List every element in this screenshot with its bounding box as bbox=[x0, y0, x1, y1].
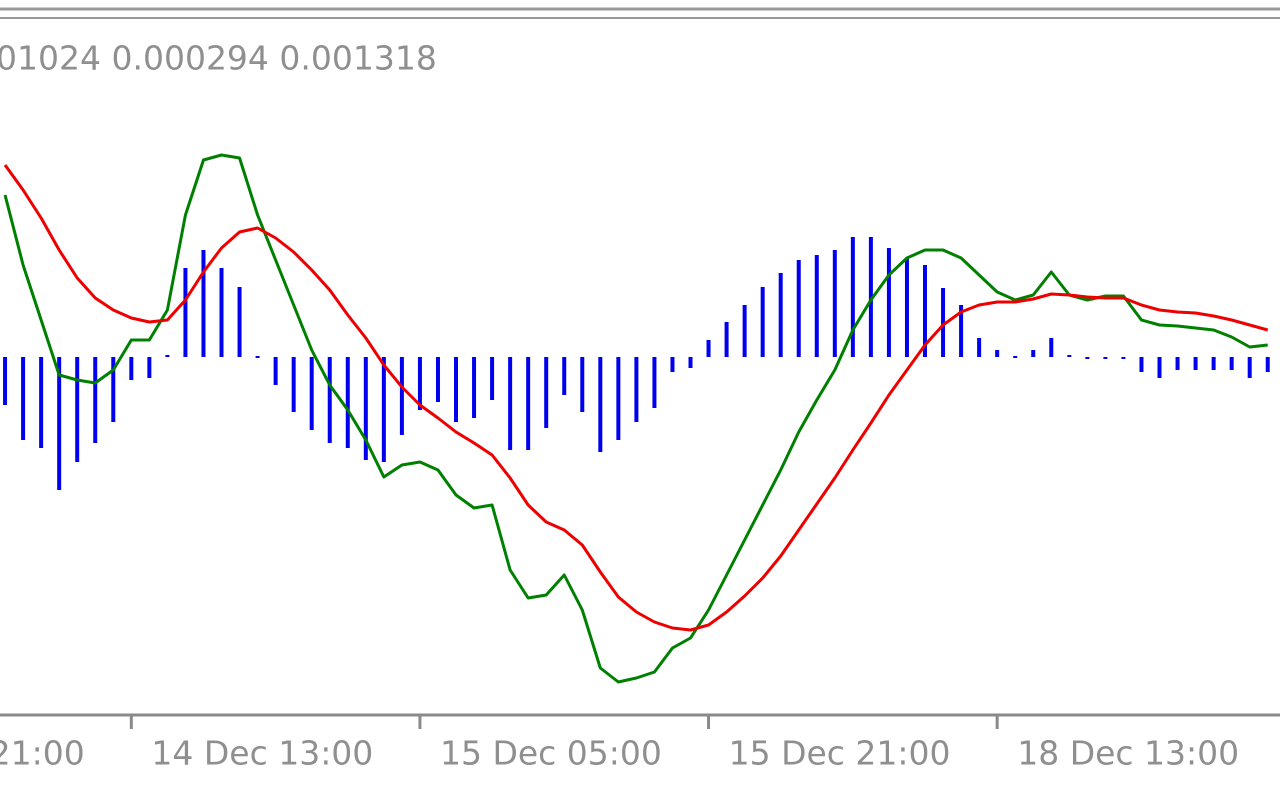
histogram-bar bbox=[1049, 338, 1054, 357]
histogram-bar bbox=[706, 340, 711, 357]
histogram-bar bbox=[1121, 357, 1126, 359]
histogram-bar bbox=[57, 357, 62, 490]
histogram-bar bbox=[363, 357, 368, 460]
histogram-bar bbox=[1229, 357, 1234, 370]
histogram-bar bbox=[435, 357, 440, 402]
histogram-bar bbox=[1193, 357, 1198, 370]
histogram-bar bbox=[959, 305, 964, 357]
histogram-bar bbox=[886, 248, 891, 357]
histogram-bar bbox=[652, 357, 657, 408]
histogram-bar bbox=[1265, 357, 1270, 372]
histogram-bar bbox=[75, 357, 80, 462]
histogram-bar bbox=[1175, 357, 1180, 370]
histogram-bar bbox=[760, 287, 765, 357]
histogram-bar bbox=[616, 357, 621, 440]
histogram-bar bbox=[1013, 356, 1018, 358]
x-tick-label: 15 Dec 05:00 bbox=[440, 734, 662, 773]
histogram-bar bbox=[796, 260, 801, 357]
histogram-bar bbox=[724, 322, 729, 357]
histogram-bar bbox=[598, 357, 603, 452]
histogram-bar bbox=[977, 338, 982, 357]
histogram-bar bbox=[544, 357, 549, 428]
x-tick-label: 21:00 bbox=[0, 734, 85, 773]
histogram-bar bbox=[237, 287, 242, 357]
histogram-bar bbox=[832, 250, 837, 357]
histogram-bar bbox=[580, 357, 585, 412]
histogram-bar bbox=[381, 357, 386, 462]
x-tick-label: 18 Dec 13:00 bbox=[1017, 734, 1239, 773]
histogram-bar bbox=[778, 273, 783, 357]
histogram-bar bbox=[165, 355, 170, 357]
histogram-bar bbox=[1247, 357, 1252, 378]
histogram-bar bbox=[1085, 357, 1090, 359]
histogram-bar bbox=[1103, 357, 1108, 359]
histogram-bar bbox=[814, 255, 819, 357]
histogram-bar bbox=[508, 357, 513, 450]
histogram-bar bbox=[688, 357, 693, 368]
histogram-bar bbox=[345, 357, 350, 448]
histogram-bar bbox=[850, 237, 855, 357]
histogram-bar bbox=[1139, 357, 1144, 372]
histogram-bar bbox=[562, 357, 567, 395]
histogram-bar bbox=[273, 357, 278, 385]
histogram-bar bbox=[526, 357, 531, 450]
histogram-bar bbox=[454, 357, 459, 422]
histogram-bar bbox=[472, 357, 477, 418]
x-tick-label: 15 Dec 21:00 bbox=[729, 734, 951, 773]
indicator-line bbox=[3, 153, 1268, 684]
histogram-bar bbox=[634, 357, 639, 422]
histogram-bar bbox=[129, 357, 134, 380]
histogram-bar bbox=[309, 357, 314, 430]
histogram-bar bbox=[1031, 350, 1036, 357]
histogram-bar bbox=[399, 357, 404, 435]
histogram-bar bbox=[941, 288, 946, 357]
x-tick-label: 14 Dec 13:00 bbox=[151, 734, 373, 773]
histogram-bar bbox=[39, 357, 44, 448]
histogram-bar bbox=[1157, 357, 1162, 378]
histogram-bar bbox=[21, 357, 26, 440]
histogram-bar bbox=[904, 258, 909, 357]
histogram-bar bbox=[995, 350, 1000, 357]
histogram-bar bbox=[327, 357, 332, 443]
histogram-bar bbox=[147, 357, 152, 378]
histogram-bar bbox=[219, 268, 224, 357]
histogram-bar bbox=[670, 357, 675, 372]
histogram-bar bbox=[111, 357, 116, 422]
histogram-bar bbox=[923, 265, 928, 357]
histogram-bar bbox=[291, 357, 296, 412]
histogram-bar bbox=[490, 357, 495, 400]
indicator-values: 01024 0.000294 0.001318 bbox=[0, 39, 437, 78]
histogram-bar bbox=[93, 357, 98, 443]
histogram-bar bbox=[201, 250, 206, 357]
histogram-bar bbox=[1211, 357, 1216, 370]
histogram-bar bbox=[255, 356, 260, 358]
histogram-bar bbox=[742, 305, 747, 357]
histogram-bar bbox=[417, 357, 422, 410]
histogram-bar bbox=[183, 268, 188, 357]
histogram-bar bbox=[868, 237, 873, 357]
histogram-bar bbox=[3, 357, 8, 405]
histogram-bar bbox=[1067, 355, 1072, 357]
indicator-line bbox=[3, 164, 1269, 632]
